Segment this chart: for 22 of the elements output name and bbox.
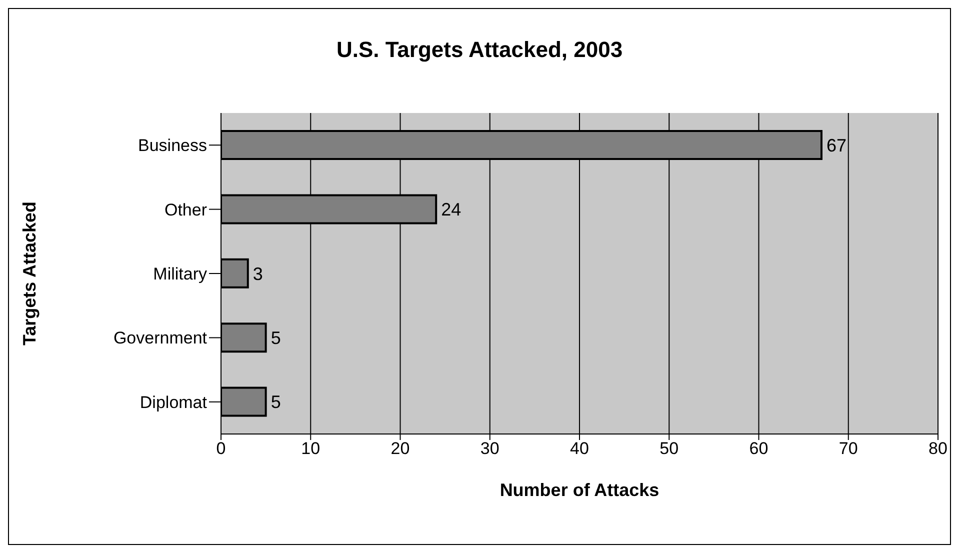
y-axis-title: Targets Attacked bbox=[19, 201, 40, 346]
data-label: 5 bbox=[270, 328, 281, 348]
chart-title: U.S. Targets Attacked, 2003 bbox=[335, 37, 624, 63]
data-label: 24 bbox=[441, 200, 462, 220]
y-tick-label: Business bbox=[138, 136, 207, 156]
x-tick-label: 60 bbox=[749, 439, 768, 458]
x-tick-label: 50 bbox=[660, 439, 679, 458]
y-tick-label: Diplomat bbox=[140, 392, 208, 412]
x-axis-title: Number of Attacks bbox=[500, 480, 660, 500]
y-tick-label: Government bbox=[113, 328, 208, 348]
x-tick-label: 10 bbox=[301, 439, 320, 458]
x-tick-label: 30 bbox=[480, 439, 500, 458]
y-tick-label: Military bbox=[153, 264, 208, 284]
x-tick-label: 20 bbox=[390, 439, 410, 458]
x-tick-label: 70 bbox=[838, 439, 858, 458]
data-label: 67 bbox=[826, 135, 847, 156]
x-tick-label: 0 bbox=[216, 439, 226, 458]
data-label: 3 bbox=[252, 264, 263, 284]
y-tick-label: Other bbox=[164, 200, 208, 220]
x-tick-label: 80 bbox=[928, 439, 948, 458]
x-tick-label: 40 bbox=[570, 439, 589, 458]
data-label: 5 bbox=[270, 392, 281, 412]
